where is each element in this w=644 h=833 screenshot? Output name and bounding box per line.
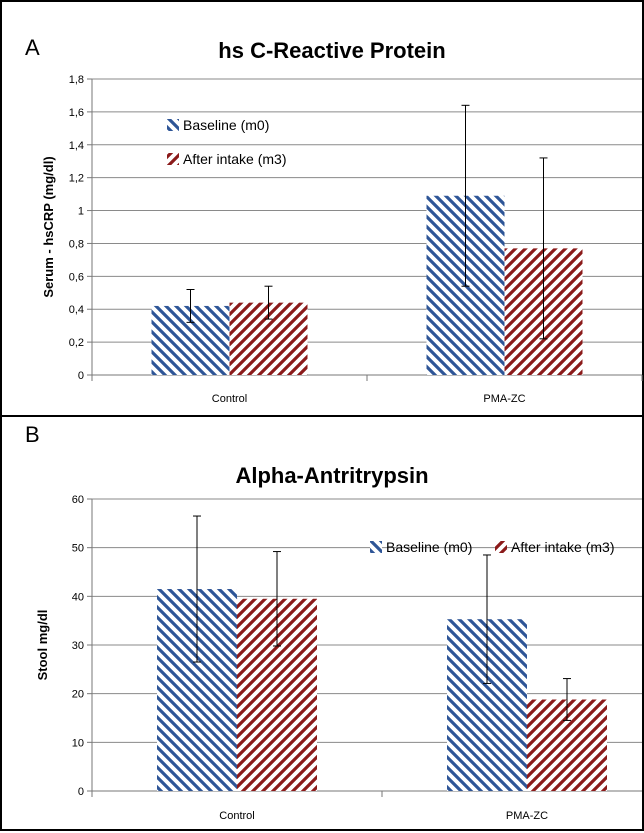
chart-title: hs C-Reactive Protein — [218, 38, 445, 63]
panel-letter: B — [25, 422, 40, 447]
x-category-label: Control — [219, 810, 254, 822]
legend-label: After intake (m3) — [183, 151, 286, 167]
error-bar — [563, 678, 571, 721]
y-tick-label: 20 — [72, 689, 84, 701]
y-tick-label: 0,8 — [69, 238, 84, 250]
y-tick-label: 30 — [72, 640, 84, 652]
y-tick-label: 0,4 — [69, 304, 84, 316]
error-bar — [539, 157, 548, 340]
y-tick-label: 1,4 — [69, 140, 84, 152]
x-category-label: PMA-ZC — [506, 810, 548, 822]
y-tick-label: 1,8 — [69, 74, 84, 86]
legend-label: Baseline (m0) — [183, 117, 269, 133]
error-bar — [193, 515, 201, 663]
chart-panel-b: B Alpha-Antritrypsin 0 10 20 30 40 50 60 Stool mg… — [25, 422, 642, 822]
panel-letter: A — [25, 35, 40, 60]
legend: Baseline (m0) After intake (m3) — [370, 539, 614, 555]
y-tick-label: 40 — [72, 591, 84, 603]
y-tick-label: 0,2 — [69, 337, 84, 349]
y-tick-label: 0,6 — [69, 271, 84, 283]
legend-label: After intake (m3) — [511, 539, 614, 555]
legend: Baseline (m0) After intake (m3) — [167, 117, 286, 167]
y-tick-label: 0 — [78, 786, 84, 798]
y-tick-label: 1,6 — [69, 107, 84, 119]
panel-divider — [2, 415, 644, 417]
error-bar — [483, 554, 491, 684]
legend-label: Baseline (m0) — [386, 539, 472, 555]
legend-swatch — [167, 153, 179, 165]
y-tick-label: 1 — [78, 206, 84, 218]
y-tick-label: 60 — [72, 494, 84, 506]
legend-swatch — [495, 541, 507, 553]
chart-title: Alpha-Antritrypsin — [235, 463, 428, 488]
legend-swatch — [370, 541, 382, 553]
error-bar — [273, 551, 281, 647]
legend-swatch — [167, 119, 179, 131]
x-category-label: Control — [212, 393, 247, 405]
error-bar — [186, 288, 195, 323]
y-tick-label: 50 — [72, 543, 84, 555]
y-tick-label: 1,2 — [69, 173, 84, 185]
x-category-label: PMA-ZC — [483, 393, 525, 405]
error-bar — [461, 104, 470, 287]
error-bar — [264, 285, 273, 320]
y-axis-label: Serum - hsCRP (mg/dl) — [41, 156, 56, 297]
y-tick-label: 0 — [78, 370, 84, 382]
y-tick-label: 10 — [72, 737, 84, 749]
y-axis-label: Stool mg/dl — [35, 610, 50, 681]
